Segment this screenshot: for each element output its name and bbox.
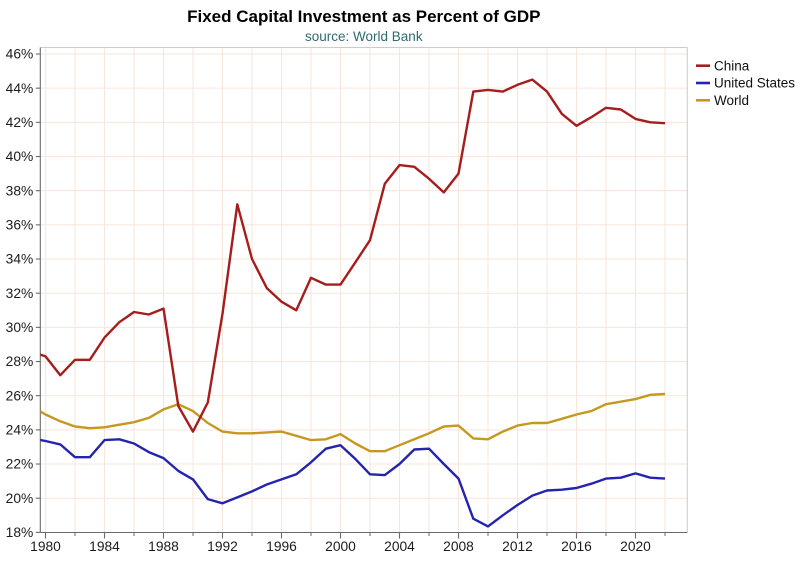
legend: China United States World xyxy=(696,58,795,108)
x-tick-label: 1984 xyxy=(89,539,120,554)
x-tick-label: 2020 xyxy=(620,539,651,554)
legend-label-china: China xyxy=(714,58,750,73)
x-tick-label: 1996 xyxy=(266,539,297,554)
y-tick-label: 34% xyxy=(6,252,34,267)
x-tick-label: 2008 xyxy=(443,539,474,554)
world-line xyxy=(40,392,666,453)
series-layer xyxy=(40,78,666,528)
y-tick-label: 18% xyxy=(6,525,34,540)
china-line xyxy=(40,78,666,433)
x-tick-label: 1980 xyxy=(30,539,61,554)
united-states-line xyxy=(40,438,666,528)
chart-title: Fixed Capital Investment as Percent of G… xyxy=(187,7,540,26)
x-tick-label: 2000 xyxy=(325,539,356,554)
x-tick-label: 2012 xyxy=(502,539,533,554)
y-tick-label: 46% xyxy=(6,47,34,62)
axes-layer: 1980 1984 1988 1992 1996 2000 2004 2008 2012 2016… xyxy=(6,47,688,554)
y-tick-label: 36% xyxy=(6,217,34,232)
x-tick-label: 1988 xyxy=(148,539,179,554)
y-tick-label: 22% xyxy=(6,457,34,472)
y-tick-label: 38% xyxy=(6,183,34,198)
y-tick-label: 32% xyxy=(6,286,34,301)
grid-layer xyxy=(40,47,688,533)
legend-label-world: World xyxy=(714,93,749,108)
y-tick-label: 24% xyxy=(6,422,34,437)
x-tick-label: 1992 xyxy=(207,539,238,554)
chart-subtitle: source: World Bank xyxy=(305,29,423,44)
y-tick-label: 30% xyxy=(6,320,34,335)
y-tick-label: 44% xyxy=(6,81,34,96)
x-tick-label: 2004 xyxy=(384,539,415,554)
y-tick-label: 26% xyxy=(6,388,34,403)
x-tick-label: 2016 xyxy=(561,539,592,554)
y-tick-label: 42% xyxy=(6,115,34,130)
y-tick-label: 40% xyxy=(6,149,34,164)
legend-label-united-states: United States xyxy=(714,76,795,91)
y-tick-label: 20% xyxy=(6,491,34,506)
y-tick-label: 28% xyxy=(6,354,34,369)
